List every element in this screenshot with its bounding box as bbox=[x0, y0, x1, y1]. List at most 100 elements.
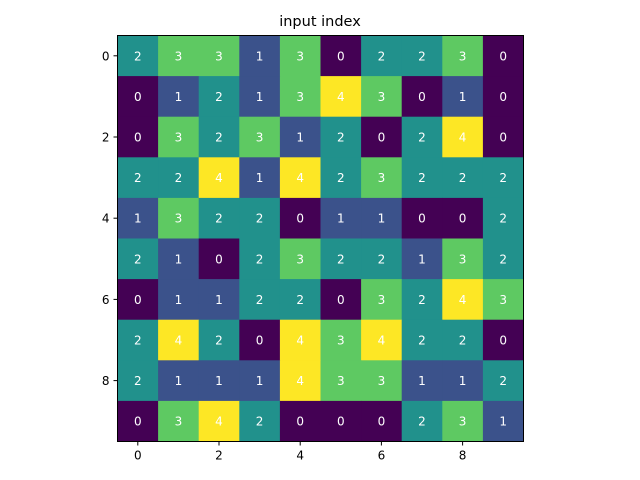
cell-value-label: 2 bbox=[215, 131, 223, 145]
cell-value-label: 3 bbox=[296, 49, 304, 63]
heatmap-cell bbox=[361, 360, 403, 402]
cell-value-label: 3 bbox=[459, 49, 467, 63]
cell-value-label: 2 bbox=[256, 293, 264, 307]
cell-value-label: 3 bbox=[459, 415, 467, 429]
cell-value-label: 1 bbox=[256, 49, 264, 63]
heatmap-cell bbox=[482, 400, 524, 442]
cell-value-label: 0 bbox=[499, 334, 507, 348]
heatmap-cell bbox=[482, 35, 524, 77]
cell-value-label: 0 bbox=[337, 293, 345, 307]
heatmap-cell bbox=[401, 238, 443, 280]
cell-value-label: 1 bbox=[175, 374, 183, 388]
heatmap-cell bbox=[279, 238, 321, 280]
x-tick-label: 0 bbox=[134, 449, 142, 463]
heatmap-cell bbox=[401, 400, 443, 442]
cell-value-label: 4 bbox=[378, 334, 386, 348]
heatmap-cell bbox=[361, 157, 403, 199]
heatmap-cell bbox=[442, 279, 484, 321]
cell-value-label: 1 bbox=[134, 212, 142, 226]
cell-value-label: 2 bbox=[175, 171, 183, 185]
heatmap-cell bbox=[482, 116, 524, 158]
heatmap-cell bbox=[442, 400, 484, 442]
heatmap-cell bbox=[239, 35, 281, 77]
cell-value-label: 4 bbox=[459, 131, 467, 145]
cell-value-label: 3 bbox=[256, 131, 264, 145]
cell-value-label: 1 bbox=[256, 374, 264, 388]
cell-value-label: 0 bbox=[134, 131, 142, 145]
heatmap-cell bbox=[198, 35, 240, 77]
heatmap-cell bbox=[401, 197, 443, 239]
heatmap-cell bbox=[442, 197, 484, 239]
heatmap-cell bbox=[361, 116, 403, 158]
cell-value-label: 0 bbox=[337, 415, 345, 429]
x-tick-label: 8 bbox=[459, 449, 467, 463]
cell-value-label: 2 bbox=[418, 131, 426, 145]
cell-value-label: 2 bbox=[378, 252, 386, 266]
cell-value-label: 2 bbox=[134, 374, 142, 388]
heatmap-cell bbox=[442, 157, 484, 199]
heatmap-cell bbox=[158, 400, 200, 442]
heatmap-cell bbox=[279, 279, 321, 321]
heatmap-cell bbox=[442, 76, 484, 118]
cell-value-label: 2 bbox=[499, 374, 507, 388]
cell-value-label: 0 bbox=[378, 415, 386, 429]
heatmap-cell bbox=[320, 76, 362, 118]
cell-value-label: 0 bbox=[459, 212, 467, 226]
heatmap-cell bbox=[198, 400, 240, 442]
cell-value-label: 1 bbox=[337, 212, 345, 226]
cell-value-label: 2 bbox=[256, 415, 264, 429]
cell-value-label: 4 bbox=[296, 374, 304, 388]
heatmap-cell bbox=[401, 35, 443, 77]
heatmap-cell bbox=[279, 197, 321, 239]
heatmap-cell bbox=[279, 35, 321, 77]
cell-value-label: 3 bbox=[337, 334, 345, 348]
cell-value-label: 1 bbox=[256, 171, 264, 185]
cell-value-label: 3 bbox=[378, 374, 386, 388]
cell-value-label: 1 bbox=[215, 293, 223, 307]
cell-value-label: 3 bbox=[337, 374, 345, 388]
heatmap-cell bbox=[442, 35, 484, 77]
x-axis: 0 2 4 6 8 bbox=[134, 441, 467, 463]
heatmap-cell bbox=[279, 400, 321, 442]
y-tick-label: 6 bbox=[102, 293, 110, 307]
cell-value-label: 3 bbox=[175, 212, 183, 226]
heatmap-cell bbox=[442, 319, 484, 361]
heatmap-cell bbox=[239, 238, 281, 280]
cell-value-label: 1 bbox=[215, 374, 223, 388]
heatmap-cell bbox=[361, 76, 403, 118]
heatmap-cell bbox=[117, 319, 159, 361]
y-tick-label: 0 bbox=[102, 49, 110, 63]
plot-frame bbox=[117, 35, 524, 442]
cell-value-label: 4 bbox=[337, 90, 345, 104]
y-axis: 0 2 4 6 8 bbox=[102, 49, 118, 388]
heatmap-cell bbox=[239, 400, 281, 442]
heatmap-cell bbox=[158, 35, 200, 77]
heatmap-cell bbox=[158, 76, 200, 118]
heatmap-cell bbox=[401, 279, 443, 321]
heatmap-cell bbox=[158, 238, 200, 280]
cell-value-label: 1 bbox=[459, 374, 467, 388]
heatmap-cell bbox=[158, 319, 200, 361]
cell-value-label: 3 bbox=[378, 293, 386, 307]
cell-value-label: 3 bbox=[499, 293, 507, 307]
cell-value-label: 3 bbox=[215, 49, 223, 63]
cell-value-label: 2 bbox=[134, 334, 142, 348]
heatmap-cell bbox=[320, 116, 362, 158]
heatmap-cell bbox=[198, 157, 240, 199]
cell-value-label: 4 bbox=[459, 293, 467, 307]
x-tick-label: 6 bbox=[378, 449, 386, 463]
cell-value-label: 2 bbox=[337, 131, 345, 145]
heatmap-cell bbox=[482, 197, 524, 239]
heatmap-cell bbox=[239, 360, 281, 402]
heatmap-cell bbox=[401, 116, 443, 158]
cell-value-label: 0 bbox=[378, 131, 386, 145]
heatmap-cell bbox=[117, 400, 159, 442]
cell-value-label: 4 bbox=[215, 171, 223, 185]
heatmap-cell bbox=[320, 238, 362, 280]
cell-value-label: 2 bbox=[256, 252, 264, 266]
heatmap-cell bbox=[117, 157, 159, 199]
cell-value-label: 3 bbox=[296, 252, 304, 266]
heatmap-cell bbox=[239, 197, 281, 239]
heatmap-cell bbox=[361, 238, 403, 280]
heatmap-cell bbox=[361, 35, 403, 77]
